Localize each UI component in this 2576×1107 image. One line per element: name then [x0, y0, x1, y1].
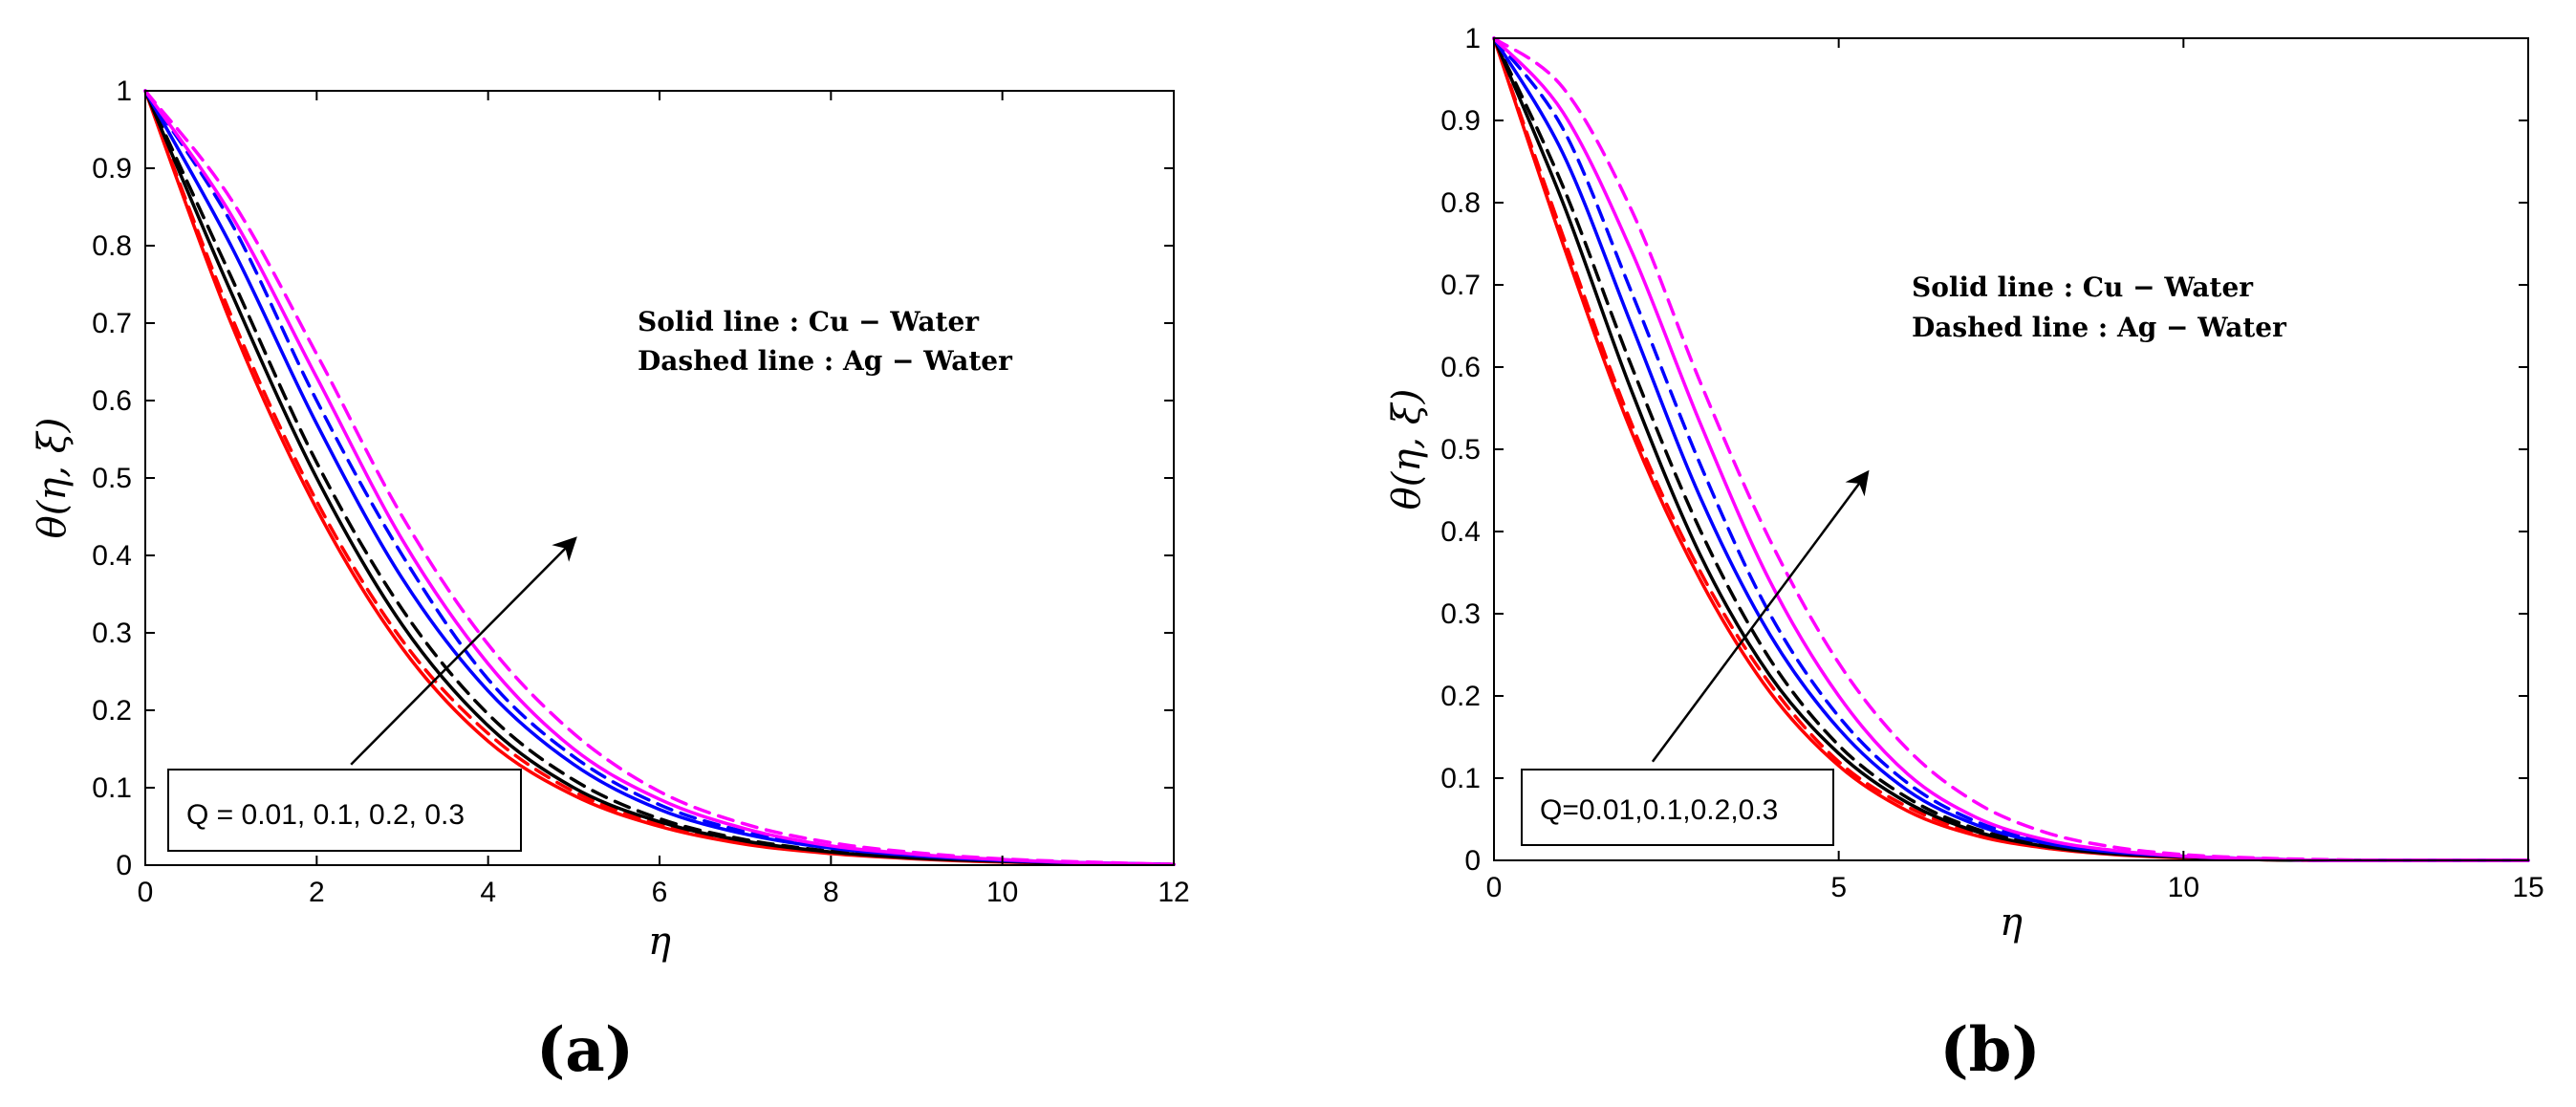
- ticks-layer: 0 5 10 15 0 0.1 0.2 0.3 0.4 0.5 0.6 0.7 0.8 0.9 1: [1440, 23, 2544, 903]
- x-tick-label: 2: [309, 877, 325, 908]
- series-layer: [1492, 36, 2530, 862]
- x-tick-label: 6: [652, 877, 668, 908]
- legend-line-dashed: Dashed line : Ag − Water: [638, 345, 1013, 377]
- series-line-5: [1492, 36, 2530, 862]
- y-tick-label: 0.5: [1440, 434, 1481, 466]
- x-tick-label: 4: [480, 877, 496, 908]
- x-tick-label: 8: [823, 877, 839, 908]
- y-tick-label: 0.6: [1440, 352, 1481, 383]
- x-tick-label: 0: [138, 877, 154, 908]
- y-tick-label: 0.2: [92, 695, 132, 727]
- panel-label: (a): [536, 1014, 634, 1086]
- trend-arrow: [1651, 469, 1870, 763]
- trend-arrow-line: [350, 536, 577, 766]
- series-line-8: [143, 89, 1176, 866]
- series-line-1: [1492, 36, 2530, 862]
- y-tick-label: 0: [1464, 845, 1481, 877]
- y-tick-label: 0.8: [1440, 187, 1481, 219]
- legend-line-solid: Solid line : Cu − Water: [1912, 271, 2254, 303]
- legend-line-solid: Solid line : Cu − Water: [638, 306, 980, 337]
- series-line-2: [143, 89, 1176, 866]
- series-line-6: [1492, 36, 2530, 862]
- series-line-1: [143, 89, 1176, 866]
- trend-arrow-line: [1651, 469, 1870, 763]
- y-tick-label: 0.6: [92, 385, 132, 417]
- y-tick-label: 1: [116, 76, 132, 107]
- ticks-layer: 0 2 4 6 8 10 12 0 0.1 0.2 0.3 0.4 0.5 0.6 0.7 0.8 0.9 1: [92, 76, 1189, 908]
- series-layer: [143, 89, 1176, 866]
- x-tick-label: 12: [1158, 877, 1189, 908]
- y-tick-label: 0.3: [92, 618, 132, 649]
- chart-panel-a: 0 2 4 6 8 10 12 0 0.1 0.2 0.3 0.4 0.5 0.6 0.7 0.8 0.9 1 S…: [31, 76, 1190, 1086]
- y-tick-label: 0.2: [1440, 681, 1481, 712]
- x-axis-label: η: [2000, 901, 2023, 944]
- y-tick-label: 0: [116, 850, 132, 881]
- legend-line-dashed: Dashed line : Ag − Water: [1912, 312, 2287, 343]
- panel-label: (b): [1939, 1014, 2040, 1086]
- y-tick-label: 0.4: [1440, 516, 1481, 548]
- chart-panel-b: 0 5 10 15 0 0.1 0.2 0.3 0.4 0.5 0.6 0.7 0.8 0.9 1 Soli…: [1385, 23, 2544, 1086]
- x-tick-label: 10: [2168, 872, 2199, 903]
- series-line-7: [1492, 36, 2530, 862]
- y-tick-label: 0.5: [92, 463, 132, 494]
- y-tick-label: 0.7: [92, 308, 132, 339]
- x-tick-label: 10: [986, 877, 1018, 908]
- y-tick-label: 0.8: [92, 230, 132, 262]
- series-line-4: [1492, 36, 2530, 862]
- y-tick-label: 0.1: [1440, 763, 1481, 794]
- trend-arrow: [350, 536, 577, 766]
- x-tick-label: 5: [1830, 872, 1847, 903]
- y-tick-label: 0.3: [1440, 598, 1481, 630]
- annotation-text: Q=0.01,0.1,0.2,0.3: [1540, 794, 1778, 826]
- series-line-2: [1492, 36, 2530, 862]
- series-line-3: [1492, 36, 2530, 862]
- annotation-text: Q = 0.01, 0.1, 0.2, 0.3: [186, 799, 465, 831]
- y-axis-label: θ(η, ξ): [1385, 389, 1429, 510]
- y-tick-label: 0.4: [92, 540, 132, 572]
- y-tick-label: 0.1: [92, 772, 132, 804]
- series-line-8: [1492, 36, 2530, 862]
- x-tick-label: 15: [2512, 872, 2544, 903]
- annotation-box: [1521, 769, 1834, 846]
- x-axis-label: η: [648, 920, 671, 964]
- y-tick-label: 0.9: [1440, 105, 1481, 137]
- line-style-legend: Solid line : Cu − Water Dashed line : Ag…: [638, 306, 1013, 377]
- y-tick-label: 0.9: [92, 153, 132, 184]
- line-style-legend: Solid line : Cu − Water Dashed line : Ag…: [1912, 271, 2287, 343]
- y-axis-label: θ(η, ξ): [31, 418, 75, 539]
- x-tick-label: 0: [1486, 872, 1503, 903]
- annotation-box: [167, 769, 522, 852]
- y-tick-label: 0.7: [1440, 270, 1481, 301]
- y-tick-label: 1: [1464, 23, 1481, 54]
- plot-area-frame: [1493, 37, 2529, 861]
